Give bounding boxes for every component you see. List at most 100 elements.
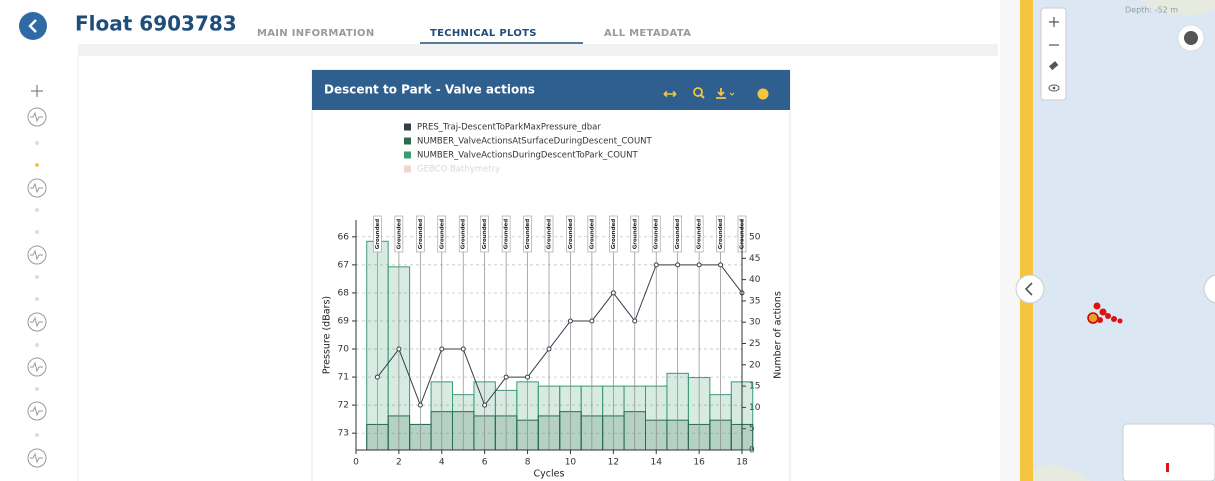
position — [1111, 316, 1117, 322]
legend-label[interactable]: NUMBER_ValveActionsAtSurfaceDuringDescen… — [417, 137, 653, 147]
depth-label: Depth: -52 m — [1125, 6, 1178, 15]
y2-tick-label: 35 — [749, 296, 760, 306]
annotation-label: Grounded — [611, 219, 617, 250]
annotation-label: Grounded — [525, 219, 531, 250]
divider — [1000, 0, 1020, 481]
point — [719, 263, 723, 267]
y2-tick-label: 40 — [749, 275, 761, 285]
position — [1097, 317, 1103, 323]
position — [1094, 303, 1101, 310]
point — [397, 347, 401, 351]
y-tick-label: 67 — [338, 260, 349, 270]
nav-dot — [35, 297, 39, 301]
nav-dot — [35, 343, 39, 347]
x-tick-label: 8 — [525, 458, 531, 468]
annotation-label: Grounded — [589, 219, 595, 250]
point — [633, 319, 637, 323]
annotation-label: Grounded — [375, 219, 381, 250]
map-edge — [1020, 0, 1033, 481]
nav-dot — [35, 387, 39, 391]
legend-label[interactable]: GEBCO Bathymetry — [417, 165, 500, 175]
annotation-label: Grounded — [482, 219, 488, 250]
y-tick-label: 72 — [338, 401, 349, 411]
nav-dot — [35, 208, 39, 212]
x-tick-label: 0 — [353, 458, 359, 468]
visibility-pupil — [1053, 87, 1056, 90]
point — [590, 319, 594, 323]
y2-tick-label: 50 — [749, 233, 761, 243]
y2-tick-label: 20 — [749, 360, 761, 370]
point — [418, 403, 422, 407]
point — [654, 263, 658, 267]
tab[interactable]: ALL METADATA — [604, 28, 691, 39]
legend-marker[interactable] — [404, 124, 411, 131]
x-axis-title: Cycles — [534, 469, 565, 480]
legend-marker[interactable] — [404, 166, 411, 173]
page: Float 6903783 MAIN INFORMATION TECHNICAL … — [0, 0, 1215, 481]
point — [504, 375, 508, 379]
point — [440, 347, 444, 351]
annotation-label: Grounded — [418, 219, 424, 250]
y-axis-title: Pressure (dBars) — [322, 296, 333, 374]
card-title: Descent to Park - Valve actions — [324, 83, 535, 97]
y-tick-label: 71 — [338, 373, 349, 383]
tab[interactable]: TECHNICAL PLOTS — [430, 28, 537, 39]
position — [1118, 319, 1123, 324]
x-tick-label: 16 — [693, 458, 705, 468]
back-button[interactable] — [19, 12, 47, 40]
y-tick-label: 68 — [338, 288, 350, 298]
point — [375, 375, 379, 379]
y2-tick-label: 30 — [749, 318, 761, 328]
header-shadow — [78, 44, 998, 56]
annotation-label: Grounded — [461, 219, 467, 250]
point — [676, 263, 680, 267]
globe-icon — [1184, 31, 1198, 45]
point — [526, 375, 530, 379]
point — [611, 291, 615, 295]
x-tick-label: 14 — [650, 458, 662, 468]
legend-box — [1123, 424, 1215, 481]
y-tick-label: 69 — [338, 316, 350, 326]
y-tick-label: 66 — [338, 232, 350, 242]
x-tick-label: 2 — [396, 458, 402, 468]
y2-axis-title: Number of actions — [773, 291, 784, 379]
float-title: Float 6903783 — [75, 12, 237, 36]
nav-dot — [35, 163, 39, 167]
annotation-label: Grounded — [697, 219, 703, 250]
help-icon[interactable] — [758, 89, 769, 100]
annotation-label: Grounded — [675, 219, 681, 250]
position — [1088, 313, 1098, 323]
x-tick-label: 10 — [565, 458, 577, 468]
nav-dot — [35, 230, 39, 234]
nav-dot — [35, 433, 39, 437]
point — [483, 403, 487, 407]
collapse-button[interactable] — [1016, 275, 1044, 303]
y-tick-label: 73 — [338, 429, 349, 439]
annotation-label: Grounded — [718, 219, 724, 250]
legend-marker — [1166, 463, 1169, 472]
legend-label[interactable]: PRES_Traj-DescentToParkMaxPressure_dbar — [417, 123, 601, 133]
legend-marker[interactable] — [404, 152, 411, 159]
nav-dot — [35, 141, 39, 145]
x-tick-label: 18 — [736, 458, 748, 468]
nav-dot — [35, 275, 39, 279]
point — [461, 347, 465, 351]
annotation-label: Grounded — [568, 219, 574, 250]
annotation-label: Grounded — [632, 219, 638, 250]
legend-marker[interactable] — [404, 138, 411, 145]
point — [547, 347, 551, 351]
y-tick-label: 70 — [338, 345, 350, 355]
position — [1105, 313, 1111, 319]
annotation-label: Grounded — [654, 219, 660, 250]
annotation-label: Grounded — [396, 219, 402, 250]
annotation-label: Grounded — [504, 219, 510, 250]
annotation-label: Grounded — [439, 219, 445, 250]
y2-tick-label: 25 — [749, 339, 760, 349]
point — [697, 263, 701, 267]
x-tick-label: 12 — [608, 458, 619, 468]
tab[interactable]: MAIN INFORMATION — [257, 28, 375, 39]
x-tick-label: 6 — [482, 458, 488, 468]
point — [568, 319, 572, 323]
legend-label[interactable]: NUMBER_ValveActionsDuringDescentToPark_C… — [417, 151, 638, 161]
annotation-label: Grounded — [547, 219, 553, 250]
